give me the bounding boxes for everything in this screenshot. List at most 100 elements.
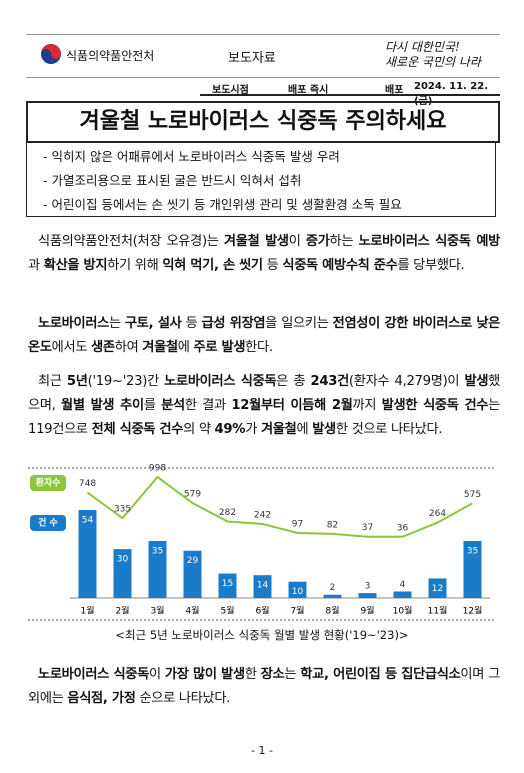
text-run: 이 xyxy=(148,667,165,682)
legend-label: 환자수 xyxy=(36,477,61,489)
point-label: 748 xyxy=(79,479,96,489)
text-run: 을 일으키는 xyxy=(265,316,333,331)
text-run: 확산을 방지 xyxy=(43,258,108,273)
text-run: 에서도 xyxy=(51,340,92,355)
text-run: 12월부터 이듬해 2월 xyxy=(231,398,353,413)
text-run: ('19~'23)간 xyxy=(87,374,165,389)
bar xyxy=(288,581,307,598)
bar-label: 4 xyxy=(400,580,406,590)
text-run: 를 xyxy=(143,398,162,413)
text-run: 순으로 나타났다. xyxy=(135,691,231,706)
text-run: 5년 xyxy=(66,374,88,389)
header-box xyxy=(26,34,500,78)
text-run: 노로바이러스 식중독 xyxy=(164,374,277,389)
x-tick-label: 5월 xyxy=(220,605,234,617)
bar xyxy=(393,591,412,598)
x-tick-label: 6월 xyxy=(255,605,269,617)
text-run: 하는 xyxy=(329,234,359,249)
bar-label: 3 xyxy=(365,582,371,592)
bar-label: 15 xyxy=(222,579,233,589)
slogan: 다시 대한민국! 새로운 국민의 나라 xyxy=(385,40,481,70)
meta-row: 보도시점 배포 즉시 배포 2024. 11. 22.(금) xyxy=(200,78,500,107)
point-label: 97 xyxy=(292,519,303,529)
text-run: 전체 식중독 건수 xyxy=(91,422,184,437)
bullet: - 가열조리용으로 표시된 굴은 반드시 익혀서 섭취 xyxy=(43,173,302,188)
text-run: 하기 위해 xyxy=(107,258,163,273)
text-run: 장소 xyxy=(260,667,285,682)
bar xyxy=(113,549,132,598)
text-run: 를 당부했다. xyxy=(397,258,465,273)
text-run: (환자수 4,279명)이 xyxy=(348,374,465,389)
x-tick-label: 10월 xyxy=(393,605,413,617)
legend-chip xyxy=(30,515,66,531)
page-number: - 1 - xyxy=(251,744,273,757)
legend-chip xyxy=(30,475,66,491)
text-run: 증가 xyxy=(305,234,330,249)
text-run: 243건 xyxy=(310,374,349,389)
bullet: - 익히지 않은 어패류에서 노로바이러스 식중독 발생 우려 xyxy=(43,149,340,164)
paragraph: 최근 5년('19~'23)간 노로바이러스 식중독은 총 243건(환자수 4… xyxy=(28,370,500,442)
title: 겨울철 노로바이러스 식중독 주의하세요 xyxy=(26,101,500,143)
x-tick-label: 3월 xyxy=(150,605,164,617)
text-run: 는 119건으로 xyxy=(28,398,500,437)
text-run: 까지 xyxy=(352,398,382,413)
x-tick-label: 12월 xyxy=(463,605,483,617)
x-tick-label: 2월 xyxy=(115,605,129,617)
meta-value: 배포 즉시 xyxy=(288,85,329,96)
bar-label: 30 xyxy=(117,555,129,565)
text-run: 급성 위장염 xyxy=(201,316,266,331)
text-run: 한 xyxy=(244,667,261,682)
paragraph: 식품의약품안전처(처장 오유경)는 겨울철 발생이 증가하는 노로바이러스 식중… xyxy=(28,230,500,278)
bar xyxy=(428,578,447,598)
x-tick-label: 1월 xyxy=(80,605,94,617)
point-label: 282 xyxy=(219,508,236,518)
text-run: 이 xyxy=(288,234,306,249)
point-label: 575 xyxy=(464,490,481,500)
bar xyxy=(183,550,202,598)
text-run: 최근 xyxy=(38,374,67,389)
x-tick-label: 8월 xyxy=(325,605,339,617)
text-run: 주로 발생 xyxy=(193,340,246,355)
point-label: 36 xyxy=(397,523,409,533)
text-run: 한다. xyxy=(245,340,273,355)
text-run: 학교, 어린이집 등 집단급식소 xyxy=(300,667,461,682)
text-run: 겨울철 xyxy=(142,340,178,355)
doc-type: 보도자료 xyxy=(228,51,276,66)
meta-label: 보도시점 xyxy=(212,85,249,96)
text-run: 과 xyxy=(28,258,44,273)
text-run: 의 약 xyxy=(183,422,215,437)
text-run: 49% xyxy=(214,422,246,437)
text-run: 노로바이러스 xyxy=(38,316,109,331)
slogan-line: 새로운 국민의 나라 xyxy=(385,55,481,69)
caption: <최근 5년 노로바이러스 식중독 월별 발생 현황('19~'23)> xyxy=(115,628,409,642)
point-label: 264 xyxy=(429,509,446,519)
bullets: - 익히지 않은 어패류에서 노로바이러스 식중독 발생 우려 - 가열조리용으로… xyxy=(26,141,496,217)
point-label: 998 xyxy=(149,464,166,474)
text-run: 식품의약품안전처(처장 오유경)는 xyxy=(38,234,224,249)
text-run: 노로바이러스 식중독 예방 xyxy=(358,234,500,249)
bar xyxy=(218,573,237,598)
text-run: 했으며, xyxy=(28,374,500,413)
point-label: 37 xyxy=(362,523,373,533)
logo xyxy=(41,44,61,64)
bar-label: 10 xyxy=(292,587,304,597)
x-tick-label: 11월 xyxy=(428,605,448,617)
slogan-line: 다시 대한민국! xyxy=(385,40,460,54)
text-run: 겨울철 발생 xyxy=(223,234,289,249)
x-tick-label: 7월 xyxy=(290,605,304,617)
text-run: 월별 발생 추이 xyxy=(61,398,144,413)
text-run: 에 xyxy=(296,422,313,437)
text-run: 발생 xyxy=(312,422,336,437)
text-run: 은 총 xyxy=(276,374,311,389)
text-run: 발생 xyxy=(464,374,489,389)
bar-label: 35 xyxy=(467,546,478,556)
point-label: 82 xyxy=(327,520,338,530)
point-label: 579 xyxy=(184,490,201,500)
text-run: 음식점, 가정 xyxy=(67,691,136,706)
bar xyxy=(148,540,167,598)
text-run: 식중독 예방수칙 준수 xyxy=(282,258,398,273)
x-tick-label: 4월 xyxy=(185,605,199,617)
